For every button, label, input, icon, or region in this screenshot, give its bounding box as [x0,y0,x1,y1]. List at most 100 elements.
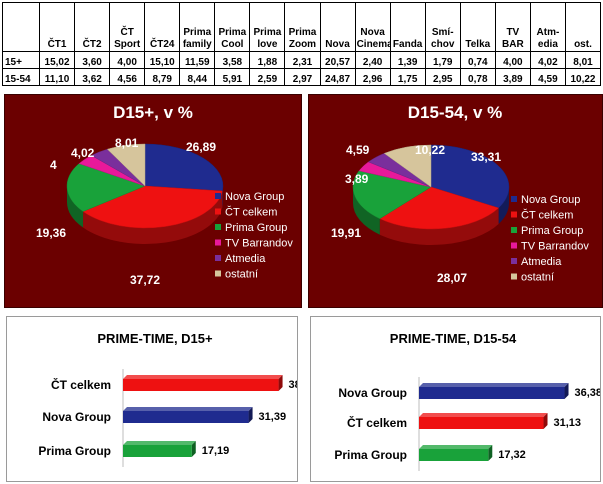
bar-title: PRIME-TIME, D15-54 [390,331,517,346]
bar-side [488,445,493,461]
table-row: 15+ 15,02 3,60 4,00 15,10 11,59 3,58 1,88 2,31 20… [2,51,602,69]
pie-title: D15+, v % [113,103,193,122]
bar-side [543,413,548,429]
bar-panel-d15: PRIME-TIME, D15+ ČT celkem 38,89 Nova Group… [6,316,298,482]
pie-value-label: 26,89 [186,140,216,154]
pie-value-label: 19,91 [331,226,361,240]
bar-category-label: Prima Group [38,444,111,458]
column-header-line [322,27,354,39]
column-header-line: edia [537,39,558,50]
pie-panel-d15: D15+, v % 26,89 37,72 19,36 4 4,02 8,01 Nova Gr… [4,94,302,308]
column-header-line: Zoom [288,39,317,50]
bar-top [419,383,569,387]
column-header: Nova Cinema [354,2,391,52]
column-header-line: Cool [221,39,244,50]
legend-label: Nova Group [225,191,284,203]
table-cell: 10,22 [564,68,602,86]
bar--t-celkem [419,417,544,429]
column-header-line: Prima [218,27,247,38]
column-header: ost. [564,2,602,52]
column-header-line: Cinema [356,39,391,50]
legend-label: Prima Group [521,225,583,237]
column-header-line: Prima [288,27,317,38]
legend-swatch [511,196,517,202]
legend-label: TV Barrandov [521,241,589,253]
bar-side [191,441,196,457]
bar--t-celkem [123,379,279,391]
table-cell: 15,10 [144,51,181,69]
table-cell: 20,57 [319,51,356,69]
pie-slice-side [83,190,223,244]
table-cell: 0,78 [459,68,496,86]
table-cell: 3,62 [74,68,111,86]
legend-label: ČT celkem [521,209,573,222]
bar-top [123,375,283,379]
pie-slice--t-celkem [82,185,223,229]
bar-value-label: 31,13 [554,417,582,429]
legend-swatch [215,224,221,230]
legend-label: Nova Group [521,194,580,206]
legend-swatch [215,270,221,277]
bar-side [278,375,283,391]
pie-slice-nova-group [144,143,224,192]
legend-label: ostatní [225,269,258,281]
column-header-line: Prima [253,27,282,38]
pie-value-label: 19,36 [36,226,66,240]
legend-label: ostatní [521,272,554,284]
legend-label: ČT celkem [225,206,277,219]
pie-slice-side [498,187,509,224]
bar-category-label: Prima Group [334,448,407,462]
column-header-line: chov [431,39,455,50]
column-header: Nova [319,2,356,52]
legend-label: Atmedia [225,253,266,265]
table-cell: 8,44 [179,68,216,86]
column-header-line [76,27,108,39]
row-label: 15+ [2,51,40,69]
bar-category-label: ČT celkem [347,415,407,430]
pie-slice-side [67,186,84,228]
table-cell: 3,58 [214,51,251,69]
legend-swatch [511,273,517,280]
table-cell: 3,89 [494,68,531,86]
column-header: Prima Zoom [284,2,321,52]
pie-value-label: 4 [50,158,57,172]
pie-chart-d15: D15+, v % 26,89 37,72 19,36 4 4,02 8,01 Nova Gr… [36,103,293,287]
column-header: ČT1 [38,2,76,52]
legend-label: TV Barrandov [225,238,293,250]
column-header-line: Sport [114,39,141,50]
column-header: ČT2 [74,2,111,52]
pie-slice-nova-group [430,144,510,209]
column-header: TV BAR [494,2,531,52]
bar-panel-d15-54: PRIME-TIME, D15-54 Nova Group 36,38 ČT celk… [310,316,601,482]
column-header: Atm-edia [529,2,566,52]
column-header-line: ČT2 [82,39,102,50]
pie-value-label: 37,72 [130,273,160,287]
legend-label: Prima Group [225,222,287,234]
table-cell: 4,56 [109,68,146,86]
bar-side [248,407,253,423]
column-header: Prima Cool [214,2,251,52]
table-cell: 11,59 [179,51,216,69]
table-cell: 4,02 [529,51,566,69]
column-header-line: TV [506,27,520,38]
column-header: Prima family [179,2,216,52]
bar-prima-group [123,445,192,457]
bar-category-label: Nova Group [338,386,407,400]
pie-slice-ostatn- [106,143,146,187]
table-cell: 2,31 [284,51,321,69]
column-header-line: ČT [120,27,134,38]
bar-side [564,383,569,399]
share-table: ČT1 ČT2 ČT Sport ČT24 Prima family Prima Cool P… [2,2,602,86]
table-cell: 1,39 [389,51,426,69]
table-cell: 1,75 [389,68,426,86]
bar-category-label: ČT celkem [51,377,111,392]
table-cell: 0,74 [459,51,496,69]
column-header-line: BAR [502,39,524,50]
bar-top [419,413,548,417]
column-header-line: Nova [325,39,350,50]
column-header-line: Fanda [392,39,423,50]
table-header-row: ČT1 ČT2 ČT Sport ČT24 Prima family Prima Cool P… [2,2,602,52]
pie-value-label: 3,89 [345,172,369,186]
bar-prima-group [419,449,489,461]
column-header: ČT Sport [109,2,146,52]
